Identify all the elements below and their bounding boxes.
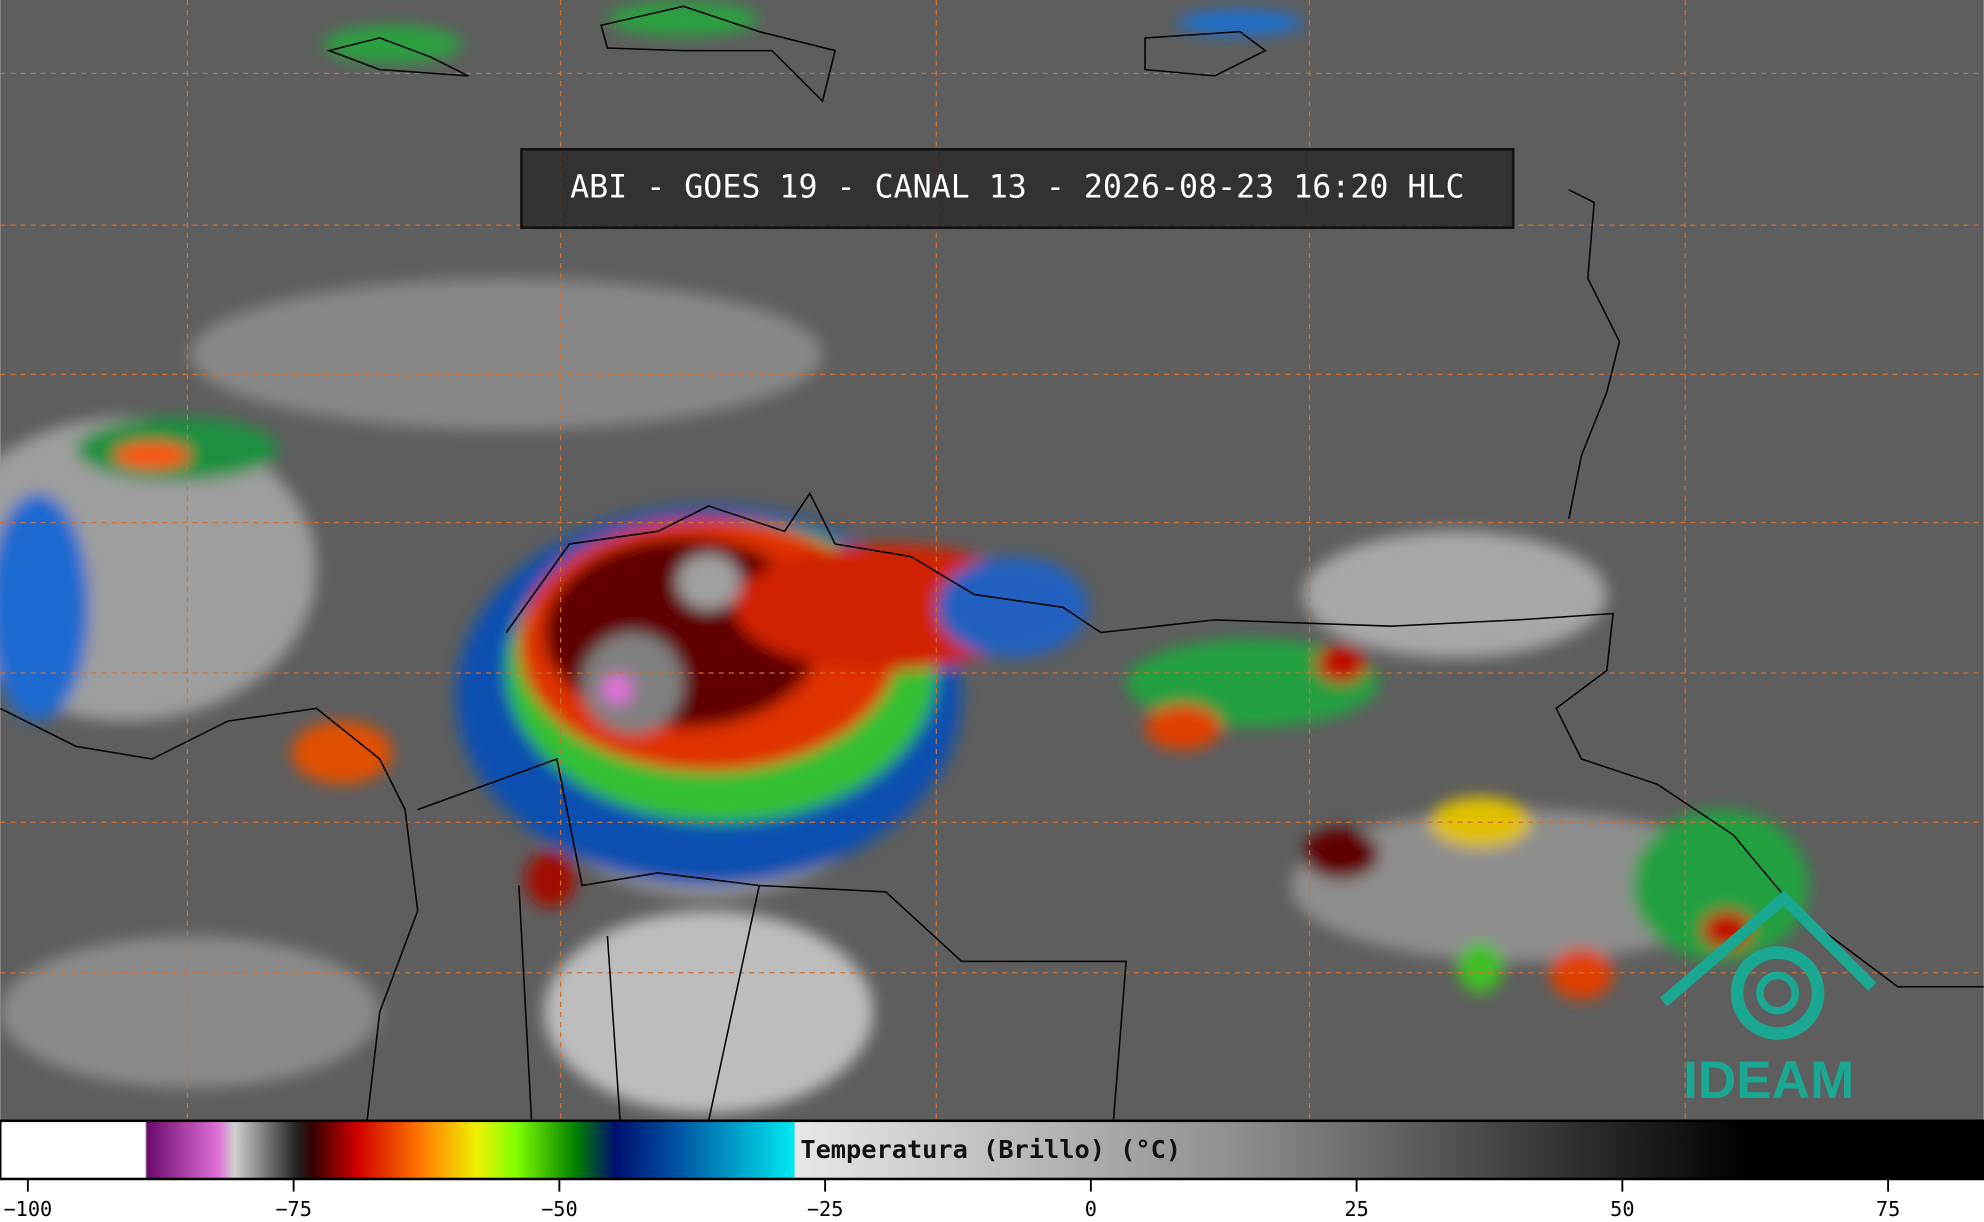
colorbar-label: Temperatura (Brillo) (°C) [800,1135,1181,1164]
logo-text: IDEAM [1683,1051,1854,1110]
coastlines [0,5,1984,1121]
tick-label: 25 [1344,1197,1368,1221]
colorbar-ticks: −100 −75 −50 −25 0 25 50 75 [4,1178,1900,1221]
tick-label: −75 [275,1197,312,1221]
tick-label: −50 [541,1197,578,1221]
tick-label: −25 [807,1197,844,1221]
tick-label: 50 [1610,1197,1634,1221]
tick-label: −100 [4,1197,53,1221]
title-box: ABI - GOES 19 - CANAL 13 - 2026-08-23 16… [520,148,1515,229]
title: ABI - GOES 19 - CANAL 13 - 2026-08-23 16… [570,169,1464,205]
clouds [0,1,1810,1114]
tick-label: 0 [1085,1197,1097,1221]
tick-label: 75 [1876,1197,1900,1221]
logo: IDEAM [1660,890,1877,1110]
colorbar [0,1119,1984,1181]
